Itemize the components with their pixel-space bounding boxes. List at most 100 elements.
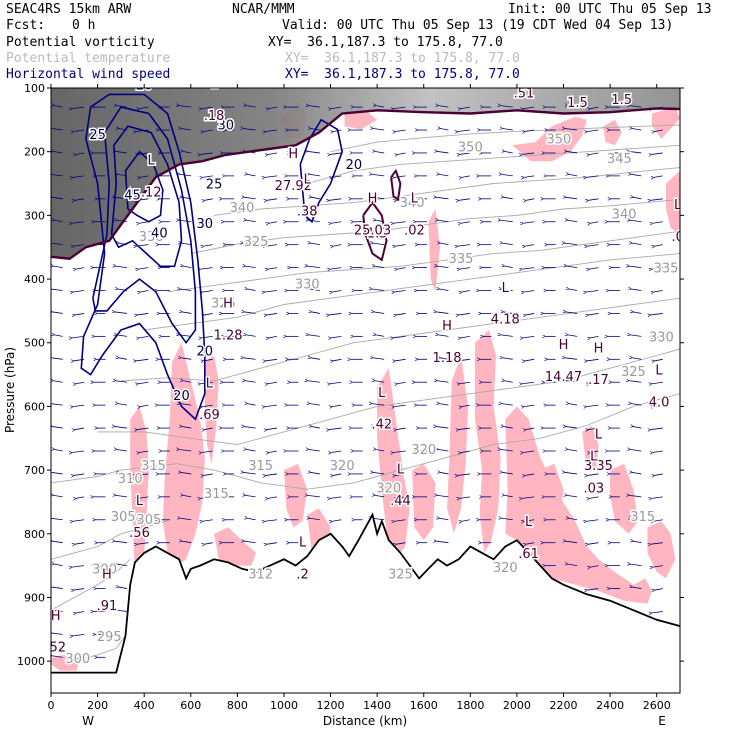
wind-vector — [440, 358, 449, 360]
y-axis-label: Pressure (hPa) — [3, 347, 17, 433]
pv-shade-region — [505, 406, 652, 604]
wind-vector — [248, 174, 256, 177]
x-tick-label: 2000 — [503, 699, 531, 712]
wind-vector — [505, 266, 513, 268]
pv-closed-contour — [362, 200, 388, 262]
wind-vector — [653, 450, 663, 453]
wind-vector — [203, 175, 213, 178]
wind-vector — [459, 427, 470, 430]
theta-contour-label: 340 — [230, 201, 255, 216]
wind-vector — [374, 312, 385, 314]
wind-vector — [73, 175, 85, 178]
pv-extremum-type: L — [136, 494, 144, 509]
x-tick-label: 800 — [227, 699, 248, 712]
theta-contour — [51, 393, 680, 490]
wind-vector — [654, 290, 663, 293]
wind-vector — [53, 656, 63, 658]
wind-vector — [308, 151, 320, 154]
pv-extremum-type: L — [148, 153, 156, 168]
wind-vector — [653, 335, 663, 338]
wind-vector — [651, 198, 663, 201]
wind-vector — [331, 450, 342, 453]
wind-vector — [568, 335, 578, 337]
pv-extremum-value: .17 — [588, 373, 609, 388]
wind-vector — [74, 244, 85, 247]
theta-contour-label: 312 — [248, 567, 273, 582]
pv-extremum-value: .91 — [97, 599, 118, 614]
pv-extremum-type: L — [502, 281, 510, 296]
wind-contour-label: 20 — [196, 344, 213, 359]
theta-contour-label: 320 — [493, 561, 518, 576]
wind-vector — [505, 381, 513, 383]
wind-vector — [330, 152, 342, 155]
wind-vector — [653, 221, 663, 224]
center-name: NCAR/MMM — [232, 2, 295, 17]
wind-vector — [180, 404, 192, 406]
pv-extremum-type: H — [594, 341, 604, 356]
wind-contour-label: 40 — [151, 227, 168, 242]
x-tick-label: 600 — [180, 699, 201, 712]
wind-vector — [589, 152, 599, 155]
wind-vector — [268, 267, 278, 270]
wind-vector — [633, 312, 642, 314]
wind-vector — [183, 495, 192, 498]
wind-vector — [460, 381, 470, 384]
pv-extremum-type: H — [442, 319, 452, 334]
wind-vector — [569, 289, 578, 291]
wind-vector — [394, 335, 406, 338]
wind-vector — [75, 656, 85, 659]
wind-vector — [505, 151, 513, 154]
x-tick-label: 400 — [134, 699, 155, 712]
wind-vector — [266, 473, 278, 476]
wind-vector — [586, 290, 599, 293]
wind-vector — [247, 106, 256, 108]
wind-vector — [375, 266, 385, 268]
y-tick-label: 200 — [24, 146, 45, 159]
wind-vector — [115, 312, 127, 314]
pv-extremum-type: H — [51, 609, 61, 624]
wind-vector — [398, 381, 406, 384]
theta-contour-label: 335 — [654, 262, 679, 277]
wind-vector — [248, 404, 256, 406]
wind-vector — [117, 564, 128, 567]
wind-contour-label: 25 — [206, 178, 223, 193]
wind-vector — [330, 267, 342, 270]
terrain-layer — [51, 512, 680, 693]
wind-vector — [51, 517, 63, 521]
wind-vector — [398, 267, 406, 270]
wind-vector — [525, 358, 535, 361]
pv-shade-region — [647, 521, 676, 579]
wind-vector — [140, 519, 149, 522]
wind-vector — [74, 129, 85, 132]
wind-vector — [246, 381, 256, 383]
theta-contour-label: 335 — [449, 252, 474, 267]
plot-frame — [50, 87, 681, 694]
pv-extremum-type: L — [378, 386, 386, 401]
pv-extremum-value: .61 — [518, 547, 539, 562]
wind-vector — [655, 358, 663, 361]
wind-vector — [310, 404, 320, 406]
pv-extremum-type: L — [674, 198, 682, 213]
wind-vector — [394, 450, 406, 453]
wind-vector — [589, 381, 599, 384]
wind-vector — [269, 450, 278, 453]
theta-contour — [51, 558, 131, 611]
wind-vector — [205, 313, 213, 315]
theta-contour — [330, 124, 680, 153]
wind-vector — [117, 450, 128, 452]
wind-vector — [522, 381, 535, 384]
wind-vector — [244, 129, 256, 131]
wind-vector — [266, 358, 278, 361]
wind-vector — [397, 427, 406, 430]
wind-vector — [73, 519, 85, 522]
wind-vector — [119, 358, 128, 360]
wind-vector — [330, 496, 342, 499]
wind-vector — [117, 106, 128, 108]
y-tick-label: 900 — [24, 591, 45, 604]
pv-closed-contour — [390, 168, 402, 202]
wind-vector — [375, 151, 385, 154]
wind-vector — [203, 404, 213, 407]
theta-contour — [307, 144, 680, 184]
wind-vector — [460, 267, 470, 270]
wind-vector — [311, 358, 320, 360]
